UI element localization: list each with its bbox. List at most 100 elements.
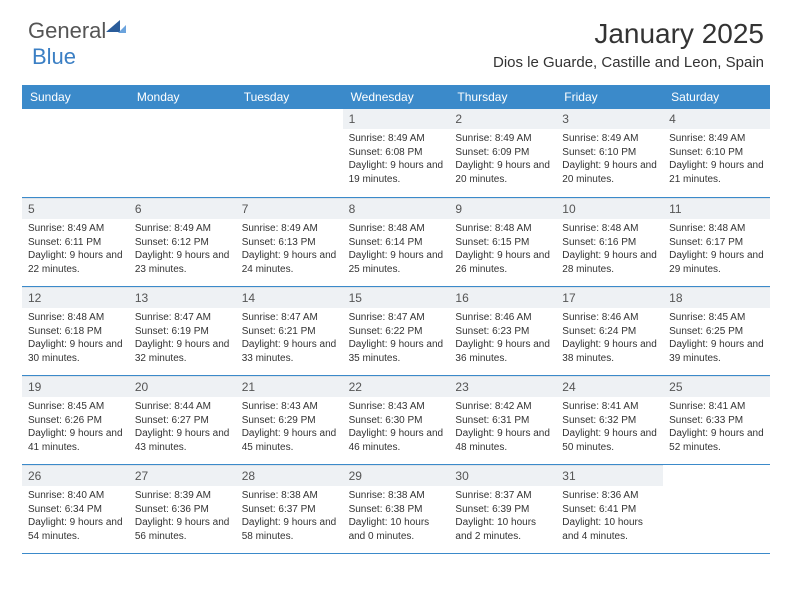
calendar-cell: 16Sunrise: 8:46 AMSunset: 6:23 PMDayligh… [449, 287, 556, 375]
calendar-cell: 27Sunrise: 8:39 AMSunset: 6:36 PMDayligh… [129, 465, 236, 553]
day-info: Sunrise: 8:47 AMSunset: 6:19 PMDaylight:… [129, 308, 236, 369]
day-header: Tuesday [236, 85, 343, 109]
day-number: 24 [556, 376, 663, 397]
day-info: Sunrise: 8:46 AMSunset: 6:24 PMDaylight:… [556, 308, 663, 369]
day-info: Sunrise: 8:45 AMSunset: 6:26 PMDaylight:… [22, 397, 129, 458]
day-header: Wednesday [343, 85, 450, 109]
calendar-cell: 20Sunrise: 8:44 AMSunset: 6:27 PMDayligh… [129, 376, 236, 464]
day-info: Sunrise: 8:39 AMSunset: 6:36 PMDaylight:… [129, 486, 236, 547]
calendar-cell: 13Sunrise: 8:47 AMSunset: 6:19 PMDayligh… [129, 287, 236, 375]
day-number: 6 [129, 198, 236, 219]
day-number: 20 [129, 376, 236, 397]
week-row: . . . 1Sunrise: 8:49 AMSunset: 6:08 PMDa… [22, 109, 770, 198]
day-info: Sunrise: 8:38 AMSunset: 6:38 PMDaylight:… [343, 486, 450, 547]
calendar-cell: 14Sunrise: 8:47 AMSunset: 6:21 PMDayligh… [236, 287, 343, 375]
calendar-cell: 28Sunrise: 8:38 AMSunset: 6:37 PMDayligh… [236, 465, 343, 553]
day-number: 8 [343, 198, 450, 219]
calendar-cell: 12Sunrise: 8:48 AMSunset: 6:18 PMDayligh… [22, 287, 129, 375]
calendar-cell: 7Sunrise: 8:49 AMSunset: 6:13 PMDaylight… [236, 198, 343, 286]
day-info: Sunrise: 8:49 AMSunset: 6:11 PMDaylight:… [22, 219, 129, 280]
day-info: Sunrise: 8:41 AMSunset: 6:33 PMDaylight:… [663, 397, 770, 458]
day-headers-row: SundayMondayTuesdayWednesdayThursdayFrid… [22, 85, 770, 109]
day-number: 19 [22, 376, 129, 397]
logo-triangle2-icon [118, 25, 126, 33]
day-number: 22 [343, 376, 450, 397]
day-number: 28 [236, 465, 343, 486]
calendar-cell: 31Sunrise: 8:36 AMSunset: 6:41 PMDayligh… [556, 465, 663, 553]
calendar: SundayMondayTuesdayWednesdayThursdayFrid… [22, 85, 770, 554]
day-info: Sunrise: 8:49 AMSunset: 6:10 PMDaylight:… [556, 129, 663, 190]
day-header: Friday [556, 85, 663, 109]
day-number: 1 [343, 109, 450, 129]
calendar-cell: 19Sunrise: 8:45 AMSunset: 6:26 PMDayligh… [22, 376, 129, 464]
day-info: Sunrise: 8:36 AMSunset: 6:41 PMDaylight:… [556, 486, 663, 547]
day-number: 2 [449, 109, 556, 129]
day-info: Sunrise: 8:45 AMSunset: 6:25 PMDaylight:… [663, 308, 770, 369]
calendar-cell: 6Sunrise: 8:49 AMSunset: 6:12 PMDaylight… [129, 198, 236, 286]
day-info: Sunrise: 8:44 AMSunset: 6:27 PMDaylight:… [129, 397, 236, 458]
title-block: January 2025 Dios le Guarde, Castille an… [493, 18, 764, 71]
day-info: Sunrise: 8:48 AMSunset: 6:14 PMDaylight:… [343, 219, 450, 280]
day-info: Sunrise: 8:43 AMSunset: 6:30 PMDaylight:… [343, 397, 450, 458]
location: Dios le Guarde, Castille and Leon, Spain [493, 54, 764, 71]
day-header: Monday [129, 85, 236, 109]
day-header: Saturday [663, 85, 770, 109]
day-number: 21 [236, 376, 343, 397]
day-number: 5 [22, 198, 129, 219]
day-number: 16 [449, 287, 556, 308]
calendar-cell: 10Sunrise: 8:48 AMSunset: 6:16 PMDayligh… [556, 198, 663, 286]
day-info: Sunrise: 8:49 AMSunset: 6:09 PMDaylight:… [449, 129, 556, 190]
calendar-cell: 5Sunrise: 8:49 AMSunset: 6:11 PMDaylight… [22, 198, 129, 286]
day-number: 15 [343, 287, 450, 308]
day-info: Sunrise: 8:46 AMSunset: 6:23 PMDaylight:… [449, 308, 556, 369]
day-number: 18 [663, 287, 770, 308]
calendar-cell: 18Sunrise: 8:45 AMSunset: 6:25 PMDayligh… [663, 287, 770, 375]
calendar-cell: 29Sunrise: 8:38 AMSunset: 6:38 PMDayligh… [343, 465, 450, 553]
calendar-cell: 25Sunrise: 8:41 AMSunset: 6:33 PMDayligh… [663, 376, 770, 464]
day-info: Sunrise: 8:38 AMSunset: 6:37 PMDaylight:… [236, 486, 343, 547]
calendar-cell: . [22, 109, 129, 197]
week-row: 26Sunrise: 8:40 AMSunset: 6:34 PMDayligh… [22, 465, 770, 554]
calendar-cell: 22Sunrise: 8:43 AMSunset: 6:30 PMDayligh… [343, 376, 450, 464]
calendar-cell: 9Sunrise: 8:48 AMSunset: 6:15 PMDaylight… [449, 198, 556, 286]
day-info: Sunrise: 8:48 AMSunset: 6:17 PMDaylight:… [663, 219, 770, 280]
calendar-cell: 24Sunrise: 8:41 AMSunset: 6:32 PMDayligh… [556, 376, 663, 464]
calendar-cell: 23Sunrise: 8:42 AMSunset: 6:31 PMDayligh… [449, 376, 556, 464]
day-number: 31 [556, 465, 663, 486]
day-info: Sunrise: 8:47 AMSunset: 6:21 PMDaylight:… [236, 308, 343, 369]
header: General January 2025 Dios le Guarde, Cas… [0, 0, 792, 79]
day-header: Sunday [22, 85, 129, 109]
day-number: 17 [556, 287, 663, 308]
logo-text-a: General [28, 18, 106, 44]
day-info: Sunrise: 8:49 AMSunset: 6:08 PMDaylight:… [343, 129, 450, 190]
day-number: 11 [663, 198, 770, 219]
calendar-cell: . [236, 109, 343, 197]
day-info: Sunrise: 8:48 AMSunset: 6:16 PMDaylight:… [556, 219, 663, 280]
calendar-cell: 3Sunrise: 8:49 AMSunset: 6:10 PMDaylight… [556, 109, 663, 197]
day-info: Sunrise: 8:48 AMSunset: 6:15 PMDaylight:… [449, 219, 556, 280]
calendar-cell: 17Sunrise: 8:46 AMSunset: 6:24 PMDayligh… [556, 287, 663, 375]
day-info: Sunrise: 8:49 AMSunset: 6:12 PMDaylight:… [129, 219, 236, 280]
calendar-cell: 21Sunrise: 8:43 AMSunset: 6:29 PMDayligh… [236, 376, 343, 464]
day-number: 14 [236, 287, 343, 308]
calendar-cell: 8Sunrise: 8:48 AMSunset: 6:14 PMDaylight… [343, 198, 450, 286]
day-number: 7 [236, 198, 343, 219]
day-number: 30 [449, 465, 556, 486]
day-info: Sunrise: 8:48 AMSunset: 6:18 PMDaylight:… [22, 308, 129, 369]
day-number: 23 [449, 376, 556, 397]
day-number: 13 [129, 287, 236, 308]
day-number: 25 [663, 376, 770, 397]
calendar-cell: 11Sunrise: 8:48 AMSunset: 6:17 PMDayligh… [663, 198, 770, 286]
day-info: Sunrise: 8:37 AMSunset: 6:39 PMDaylight:… [449, 486, 556, 547]
day-info: Sunrise: 8:40 AMSunset: 6:34 PMDaylight:… [22, 486, 129, 547]
calendar-cell: 15Sunrise: 8:47 AMSunset: 6:22 PMDayligh… [343, 287, 450, 375]
calendar-cell: 2Sunrise: 8:49 AMSunset: 6:09 PMDaylight… [449, 109, 556, 197]
day-number: 26 [22, 465, 129, 486]
day-info: Sunrise: 8:49 AMSunset: 6:13 PMDaylight:… [236, 219, 343, 280]
calendar-cell: 1Sunrise: 8:49 AMSunset: 6:08 PMDaylight… [343, 109, 450, 197]
day-number: 12 [22, 287, 129, 308]
week-row: 12Sunrise: 8:48 AMSunset: 6:18 PMDayligh… [22, 287, 770, 376]
day-info: Sunrise: 8:42 AMSunset: 6:31 PMDaylight:… [449, 397, 556, 458]
calendar-cell: . [129, 109, 236, 197]
day-number: 3 [556, 109, 663, 129]
